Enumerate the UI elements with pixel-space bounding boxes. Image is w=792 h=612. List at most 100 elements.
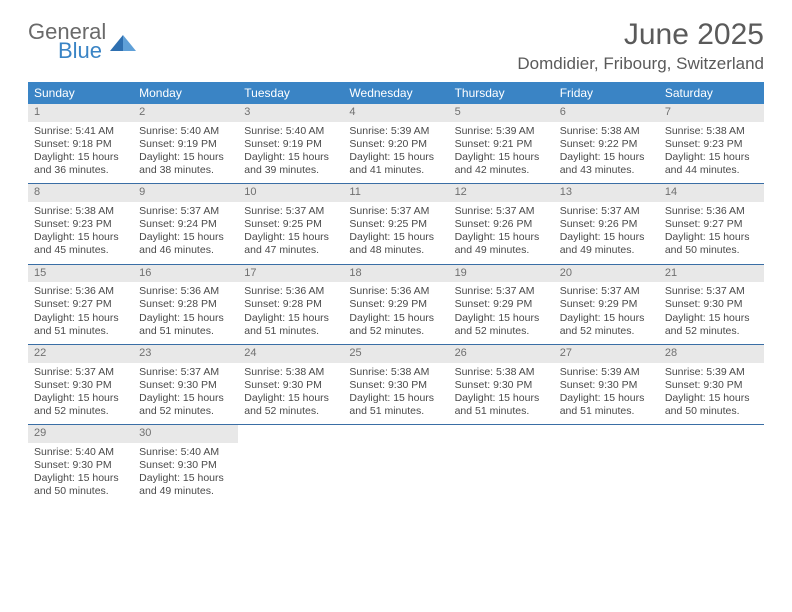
calendar-empty-cell	[449, 425, 554, 505]
calendar-day-cell: 21Sunrise: 5:37 AMSunset: 9:30 PMDayligh…	[659, 264, 764, 344]
sunset-text: Sunset: 9:20 PM	[349, 138, 442, 151]
daylight-text: Daylight: 15 hours and 51 minutes.	[34, 312, 127, 338]
daylight-text: Daylight: 15 hours and 52 minutes.	[139, 392, 232, 418]
day-body: Sunrise: 5:38 AMSunset: 9:23 PMDaylight:…	[659, 122, 764, 184]
daylight-text: Daylight: 15 hours and 52 minutes.	[244, 392, 337, 418]
sunset-text: Sunset: 9:30 PM	[34, 379, 127, 392]
calendar-day-cell: 14Sunrise: 5:36 AMSunset: 9:27 PMDayligh…	[659, 184, 764, 264]
day-number: 4	[343, 104, 448, 122]
day-number: 8	[28, 184, 133, 202]
calendar-day-cell: 17Sunrise: 5:36 AMSunset: 9:28 PMDayligh…	[238, 264, 343, 344]
calendar-day-cell: 2Sunrise: 5:40 AMSunset: 9:19 PMDaylight…	[133, 104, 238, 184]
sunrise-text: Sunrise: 5:37 AM	[139, 366, 232, 379]
day-number: 19	[449, 265, 554, 283]
sunrise-text: Sunrise: 5:36 AM	[349, 285, 442, 298]
daylight-text: Daylight: 15 hours and 51 minutes.	[139, 312, 232, 338]
sunset-text: Sunset: 9:26 PM	[560, 218, 653, 231]
day-body: Sunrise: 5:37 AMSunset: 9:29 PMDaylight:…	[554, 282, 659, 344]
sunset-text: Sunset: 9:29 PM	[560, 298, 653, 311]
calendar-day-cell: 30Sunrise: 5:40 AMSunset: 9:30 PMDayligh…	[133, 425, 238, 505]
sunrise-text: Sunrise: 5:38 AM	[349, 366, 442, 379]
day-body: Sunrise: 5:37 AMSunset: 9:30 PMDaylight:…	[28, 363, 133, 425]
daylight-text: Daylight: 15 hours and 43 minutes.	[560, 151, 653, 177]
weekday-header: Saturday	[659, 82, 764, 104]
sunset-text: Sunset: 9:30 PM	[34, 459, 127, 472]
daylight-text: Daylight: 15 hours and 44 minutes.	[665, 151, 758, 177]
logo-text: General Blue	[28, 22, 106, 62]
day-body: Sunrise: 5:38 AMSunset: 9:30 PMDaylight:…	[449, 363, 554, 425]
day-number: 12	[449, 184, 554, 202]
daylight-text: Daylight: 15 hours and 50 minutes.	[665, 392, 758, 418]
day-number: 20	[554, 265, 659, 283]
day-number: 6	[554, 104, 659, 122]
calendar-day-cell: 16Sunrise: 5:36 AMSunset: 9:28 PMDayligh…	[133, 264, 238, 344]
sunrise-text: Sunrise: 5:37 AM	[455, 205, 548, 218]
sunrise-text: Sunrise: 5:37 AM	[560, 205, 653, 218]
sunrise-text: Sunrise: 5:38 AM	[244, 366, 337, 379]
sunrise-text: Sunrise: 5:41 AM	[34, 125, 127, 138]
sunset-text: Sunset: 9:30 PM	[139, 459, 232, 472]
location-text: Domdidier, Fribourg, Switzerland	[517, 54, 764, 74]
day-body: Sunrise: 5:38 AMSunset: 9:30 PMDaylight:…	[343, 363, 448, 425]
logo-triangle-icon	[110, 33, 136, 53]
weekday-header: Friday	[554, 82, 659, 104]
day-number: 30	[133, 425, 238, 443]
day-number: 9	[133, 184, 238, 202]
calendar-week-row: 8Sunrise: 5:38 AMSunset: 9:23 PMDaylight…	[28, 184, 764, 264]
day-number: 21	[659, 265, 764, 283]
calendar-empty-cell	[554, 425, 659, 505]
daylight-text: Daylight: 15 hours and 51 minutes.	[244, 312, 337, 338]
sunrise-text: Sunrise: 5:37 AM	[34, 366, 127, 379]
calendar-day-cell: 25Sunrise: 5:38 AMSunset: 9:30 PMDayligh…	[343, 344, 448, 424]
day-body: Sunrise: 5:37 AMSunset: 9:26 PMDaylight:…	[449, 202, 554, 264]
daylight-text: Daylight: 15 hours and 47 minutes.	[244, 231, 337, 257]
day-body: Sunrise: 5:36 AMSunset: 9:29 PMDaylight:…	[343, 282, 448, 344]
day-body: Sunrise: 5:40 AMSunset: 9:19 PMDaylight:…	[133, 122, 238, 184]
calendar-day-cell: 4Sunrise: 5:39 AMSunset: 9:20 PMDaylight…	[343, 104, 448, 184]
sunrise-text: Sunrise: 5:37 AM	[139, 205, 232, 218]
day-body: Sunrise: 5:37 AMSunset: 9:26 PMDaylight:…	[554, 202, 659, 264]
daylight-text: Daylight: 15 hours and 50 minutes.	[665, 231, 758, 257]
day-number: 17	[238, 265, 343, 283]
month-title: June 2025	[517, 18, 764, 52]
sunrise-text: Sunrise: 5:37 AM	[455, 285, 548, 298]
sunrise-text: Sunrise: 5:40 AM	[34, 446, 127, 459]
day-body: Sunrise: 5:37 AMSunset: 9:29 PMDaylight:…	[449, 282, 554, 344]
sunset-text: Sunset: 9:30 PM	[560, 379, 653, 392]
calendar-day-cell: 26Sunrise: 5:38 AMSunset: 9:30 PMDayligh…	[449, 344, 554, 424]
daylight-text: Daylight: 15 hours and 52 minutes.	[349, 312, 442, 338]
daylight-text: Daylight: 15 hours and 52 minutes.	[455, 312, 548, 338]
sunset-text: Sunset: 9:30 PM	[455, 379, 548, 392]
weekday-header: Monday	[133, 82, 238, 104]
day-body: Sunrise: 5:37 AMSunset: 9:30 PMDaylight:…	[659, 282, 764, 344]
sunset-text: Sunset: 9:30 PM	[139, 379, 232, 392]
calendar-day-cell: 20Sunrise: 5:37 AMSunset: 9:29 PMDayligh…	[554, 264, 659, 344]
weekday-header: Wednesday	[343, 82, 448, 104]
sunrise-text: Sunrise: 5:39 AM	[349, 125, 442, 138]
logo: General Blue	[28, 22, 136, 62]
daylight-text: Daylight: 15 hours and 49 minutes.	[455, 231, 548, 257]
weekday-header: Thursday	[449, 82, 554, 104]
calendar-day-cell: 9Sunrise: 5:37 AMSunset: 9:24 PMDaylight…	[133, 184, 238, 264]
logo-word-blue: Blue	[58, 41, 106, 62]
title-block: June 2025 Domdidier, Fribourg, Switzerla…	[517, 18, 764, 74]
daylight-text: Daylight: 15 hours and 50 minutes.	[34, 472, 127, 498]
sunset-text: Sunset: 9:21 PM	[455, 138, 548, 151]
sunset-text: Sunset: 9:19 PM	[139, 138, 232, 151]
sunset-text: Sunset: 9:28 PM	[244, 298, 337, 311]
weekday-header: Sunday	[28, 82, 133, 104]
calendar-table: Sunday Monday Tuesday Wednesday Thursday…	[28, 82, 764, 504]
sunrise-text: Sunrise: 5:37 AM	[665, 285, 758, 298]
day-body: Sunrise: 5:40 AMSunset: 9:19 PMDaylight:…	[238, 122, 343, 184]
sunrise-text: Sunrise: 5:39 AM	[455, 125, 548, 138]
daylight-text: Daylight: 15 hours and 52 minutes.	[34, 392, 127, 418]
day-number: 1	[28, 104, 133, 122]
day-body: Sunrise: 5:39 AMSunset: 9:21 PMDaylight:…	[449, 122, 554, 184]
sunset-text: Sunset: 9:30 PM	[349, 379, 442, 392]
calendar-day-cell: 7Sunrise: 5:38 AMSunset: 9:23 PMDaylight…	[659, 104, 764, 184]
calendar-day-cell: 10Sunrise: 5:37 AMSunset: 9:25 PMDayligh…	[238, 184, 343, 264]
sunset-text: Sunset: 9:18 PM	[34, 138, 127, 151]
calendar-day-cell: 27Sunrise: 5:39 AMSunset: 9:30 PMDayligh…	[554, 344, 659, 424]
sunset-text: Sunset: 9:22 PM	[560, 138, 653, 151]
calendar-week-row: 22Sunrise: 5:37 AMSunset: 9:30 PMDayligh…	[28, 344, 764, 424]
